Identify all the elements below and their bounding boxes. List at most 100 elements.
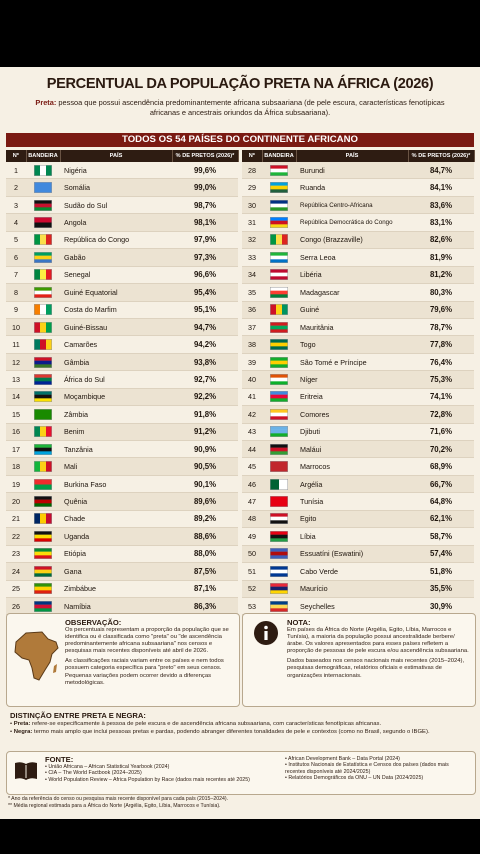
distinction-term: Preta: [13,721,31,727]
table-row: 33 Serra Leoa 81,9% [242,248,474,267]
flag-cell [262,457,296,476]
percentage: 71,6% [408,423,474,442]
flag [34,391,52,403]
row-number: 30 [242,196,262,215]
table-row: 34 Libéria 81,2% [242,266,474,285]
country: Marrocos [296,457,408,476]
percentage: 94,7% [172,318,238,337]
row-number: 45 [242,457,262,476]
sources-box: FONTE: • União Africana – African Statis… [6,751,476,795]
distinction-text: refere-se especificamente à pessoa de pe… [32,721,382,727]
flag-cell [26,597,60,616]
row-number: 3 [6,196,26,215]
table-row: 41 Eritreia 74,1% [242,388,474,407]
row-number: 29 [242,178,262,197]
distinction-item: • Preta: refere-se especificamente à pes… [10,721,382,727]
percentage: 91,2% [172,423,238,442]
table-row: 40 Níger 75,3% [242,370,474,389]
country: Burundi [296,162,408,180]
column-header: PAÍS [60,150,173,162]
percentage: 93,8% [172,353,238,372]
country: República do Congo [60,231,172,250]
country: Libéria [296,266,408,285]
data-table: Nº BANDEIRA PAÍS% DE PRETOS (2026)* 28 Burun… [242,150,475,633]
country: República Centro-Africana [296,196,408,215]
table-row: 22 Uganda 88,6% [6,527,238,546]
observation-box: OBSERVAÇÃO: Os percentuais representam a… [6,613,240,707]
percentage: 90,9% [172,440,238,459]
table-row: 12 Gâmbia 93,8% [6,353,238,372]
row-number: 41 [242,388,262,407]
percentage: 72,8% [408,405,474,424]
flag-cell [26,196,60,215]
flag-cell [26,405,60,424]
table-row: 19 Burkina Faso 90,1% [6,475,238,494]
info-icon [254,621,278,645]
country: Benim [60,423,172,442]
africa-icon [14,631,59,681]
flag-cell [26,527,60,546]
country: Maláui [296,440,408,459]
percentage: 80,3% [408,283,474,302]
table-row: 37 Mauritânia 78,7% [242,318,474,337]
row-number: 18 [6,457,26,476]
row-number: 13 [6,370,26,389]
flag-cell [262,527,296,546]
percentage: 87,1% [172,580,238,598]
percentage: 84,7% [408,162,474,180]
flag [34,356,52,368]
title: PERCENTUAL DA POPULAÇÃO PRETA NA ÁFRICA … [46,76,434,92]
column-header: Nº [242,150,263,162]
observation-content: OBSERVAÇÃO: Os percentuais representam a… [65,618,235,690]
flag [270,478,289,490]
percentage: 70,2% [408,440,474,459]
table-row: 16 Benim 91,2% [6,423,238,442]
table-body: 28 Burundi 84,7% 29 Ruanda 84,1% 30 República C… [242,162,474,633]
row-number: 8 [6,283,26,302]
source: • CIA – The World Factbook (2024–2025) [45,770,142,777]
percentage: 81,2% [408,266,474,285]
percentage: 97,9% [172,231,238,250]
country: Namíbia [60,597,172,616]
row-number: 6 [6,248,26,267]
country: República Democrática do Congo [296,213,408,232]
country: Mauritânia [296,318,408,337]
note-title: NOTA: [287,618,311,627]
book-icon [15,762,37,780]
note-paragraph: Em países da África do Norte (Argélia, E… [287,627,469,655]
percentage: 87,5% [172,562,238,581]
flag-cell [26,510,60,529]
percentage: 78,7% [408,318,474,337]
distinction-title: DISTINÇÃO ENTRE PRETA E NEGRA: [10,711,146,720]
flag [34,565,52,577]
flag [34,321,53,333]
country: Gâmbia [60,353,172,372]
country: Somália [60,178,172,197]
flag [34,583,52,595]
flag-cell [262,475,296,494]
flag [270,286,288,298]
table-row: 48 Egito 62,1% [242,510,474,529]
flag [270,373,288,386]
table-row: 52 Maurício 35,5% [242,580,474,598]
table-row: 38 Togo 77,8% [242,335,474,354]
flag [270,164,288,176]
row-number: 42 [242,405,262,424]
percentage: 88,0% [172,545,238,564]
percentage: 83,1% [408,213,474,232]
row-number: 44 [242,440,262,459]
row-number: 14 [6,388,26,407]
percentage: 92,7% [172,370,238,389]
footnote: ** Média regional estimada para a África… [8,802,221,809]
flag-cell [26,457,60,476]
flag [34,530,52,543]
flag [34,251,52,264]
table-row: 23 Etiópia 88,0% [6,545,238,564]
row-number: 22 [6,527,26,546]
table-row: 1 Nigéria 99,6% [6,162,238,180]
table-row: 5 República do Congo 97,9% [6,231,238,250]
flag-cell [26,353,60,372]
row-number: 49 [242,527,262,546]
table-head: Nº BANDEIRA PAÍS% DE PRETOS (2026)* [6,150,239,162]
table-row: 31 República Democrática do Congo 83,1% [242,213,474,232]
